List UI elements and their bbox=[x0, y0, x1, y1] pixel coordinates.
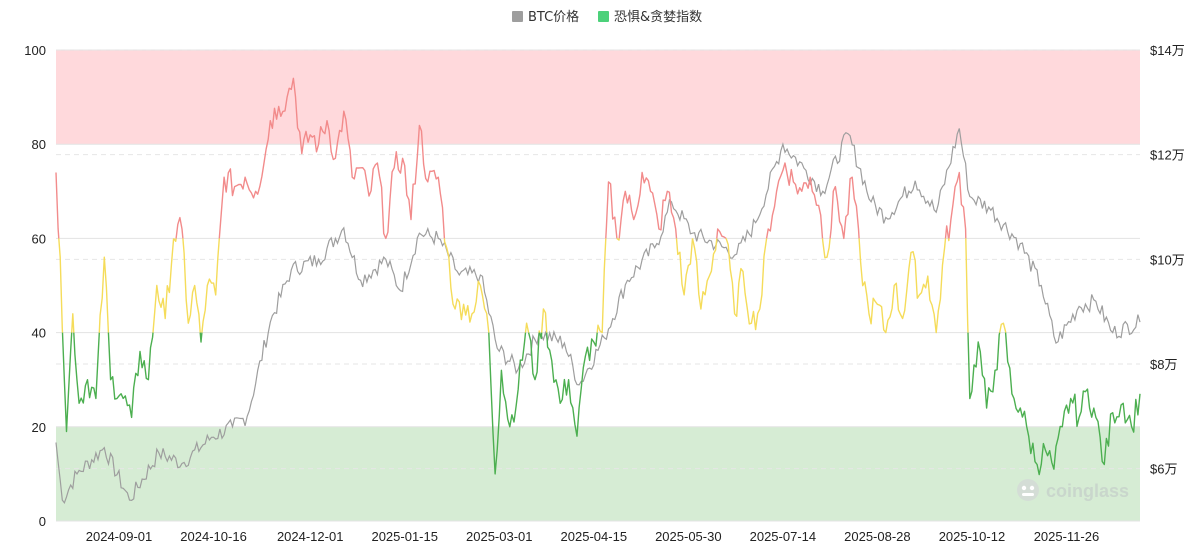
coinglass-logo-icon bbox=[1017, 479, 1039, 501]
fear-greed-segment-16 bbox=[488, 332, 527, 475]
fear-greed-segment-2 bbox=[61, 332, 73, 433]
x-tick-label: 2025-11-26 bbox=[1034, 529, 1100, 544]
x-tick-label: 2025-07-14 bbox=[750, 529, 817, 544]
fear-greed-segment-1 bbox=[58, 238, 64, 333]
right-tick-label: $14万 bbox=[1150, 43, 1185, 58]
fear-greed-segment-9 bbox=[173, 237, 177, 243]
watermark-text: coinglass bbox=[1046, 481, 1129, 501]
left-tick-label: 40 bbox=[32, 326, 46, 341]
fear-greed-segment-24 bbox=[605, 181, 618, 239]
fear-greed-segment-29 bbox=[691, 238, 718, 310]
fear-greed-segment-11 bbox=[182, 238, 201, 333]
fear-greed-segment-31 bbox=[725, 238, 768, 331]
fear-greed-layer bbox=[55, 77, 1141, 476]
fear-zone-band bbox=[56, 426, 1140, 521]
left-tick-label: 20 bbox=[32, 420, 46, 435]
right-tick-label: $6万 bbox=[1150, 462, 1177, 477]
fear-greed-segment-42 bbox=[1004, 332, 1141, 476]
legend-label-0[interactable]: BTC价格 bbox=[528, 9, 579, 25]
fear-greed-segment-35 bbox=[858, 238, 947, 334]
fear-greed-segment-19 bbox=[538, 330, 541, 333]
x-tick-label: 2024-12-01 bbox=[277, 529, 344, 544]
x-tick-label: 2025-05-30 bbox=[655, 529, 722, 544]
legend: BTC价格 恐惧&贪婪指数 bbox=[512, 9, 702, 25]
left-tick-label: 100 bbox=[24, 43, 46, 58]
zone-bands bbox=[56, 50, 1140, 521]
btc-price-layer bbox=[55, 128, 1141, 505]
fear-greed-segment-15 bbox=[443, 238, 490, 333]
x-tick-label: 2025-04-15 bbox=[561, 529, 628, 544]
fear-greed-segment-41 bbox=[999, 322, 1007, 333]
x-tick-label: 2025-03-01 bbox=[466, 529, 533, 544]
fear-greed-segment-20 bbox=[538, 332, 543, 340]
watermark: coinglass bbox=[1017, 479, 1129, 501]
fear-greed-segment-36 bbox=[944, 225, 950, 239]
btc-price-line bbox=[55, 128, 1141, 505]
fear-greed-segment-27 bbox=[675, 238, 694, 296]
fear-greed-segment-18 bbox=[527, 332, 540, 381]
fear-greed-segment-34 bbox=[829, 176, 860, 240]
fear-greed-segment-12 bbox=[199, 332, 203, 343]
x-tick-label: 2025-10-12 bbox=[939, 529, 1006, 544]
fear-greed-segment-39 bbox=[965, 238, 969, 333]
x-tick-label: 2025-01-15 bbox=[371, 529, 438, 544]
fear-greed-segment-22 bbox=[546, 332, 598, 437]
fear-greed-segment-6 bbox=[107, 332, 154, 419]
fear-greed-segment-30 bbox=[716, 228, 727, 239]
fear-greed-segment-10 bbox=[175, 216, 184, 239]
x-axis: 2024-09-01 2024-10-16 2024-12-01 2025-01-15… bbox=[86, 529, 1099, 544]
left-tick-label: 80 bbox=[32, 137, 46, 152]
right-axis: $6万 $8万 $10万 $12万 $14万 bbox=[1150, 43, 1185, 477]
fear-greed-segment-32 bbox=[765, 162, 824, 239]
legend-label-1[interactable]: 恐惧&贪婪指数 bbox=[614, 9, 702, 25]
fear-greed-segment-38 bbox=[948, 171, 967, 239]
legend-swatch-0[interactable] bbox=[512, 11, 523, 22]
fear-greed-segment-23 bbox=[596, 238, 607, 334]
x-tick-label: 2025-08-28 bbox=[844, 529, 911, 544]
left-tick-label: 60 bbox=[32, 231, 46, 246]
legend-swatch-1[interactable] bbox=[598, 11, 609, 22]
gridlines bbox=[56, 49, 1140, 522]
right-tick-label: $8万 bbox=[1150, 357, 1177, 372]
fear-greed-segment-17 bbox=[524, 322, 530, 333]
right-tick-label: $12万 bbox=[1150, 148, 1185, 163]
right-tick-label: $10万 bbox=[1150, 252, 1185, 267]
fear-greed-segment-25 bbox=[616, 237, 620, 241]
fear-greed-segment-14 bbox=[218, 77, 446, 240]
fear-greed-segment-4 bbox=[73, 332, 100, 404]
fear-greed-segment-3 bbox=[71, 313, 75, 333]
fear-greed-segment-37 bbox=[947, 238, 950, 242]
fear-greed-segment-0 bbox=[55, 172, 60, 239]
fear-greed-segment-13 bbox=[201, 238, 220, 333]
fear-greed-segment-5 bbox=[98, 256, 110, 333]
fear-greed-segment-26 bbox=[618, 171, 678, 239]
fear-greed-segment-40 bbox=[967, 332, 1001, 409]
x-tick-label: 2024-10-16 bbox=[180, 529, 247, 544]
greed-zone-band bbox=[56, 50, 1140, 145]
fear-greed-segment-21 bbox=[541, 308, 548, 333]
left-tick-label: 0 bbox=[39, 514, 46, 529]
fear-greed-segment-33 bbox=[821, 238, 831, 259]
left-axis: 0 20 40 60 80 100 bbox=[24, 43, 46, 529]
fear-greed-segment-7 bbox=[152, 238, 175, 333]
x-tick-label: 2024-09-01 bbox=[86, 529, 153, 544]
